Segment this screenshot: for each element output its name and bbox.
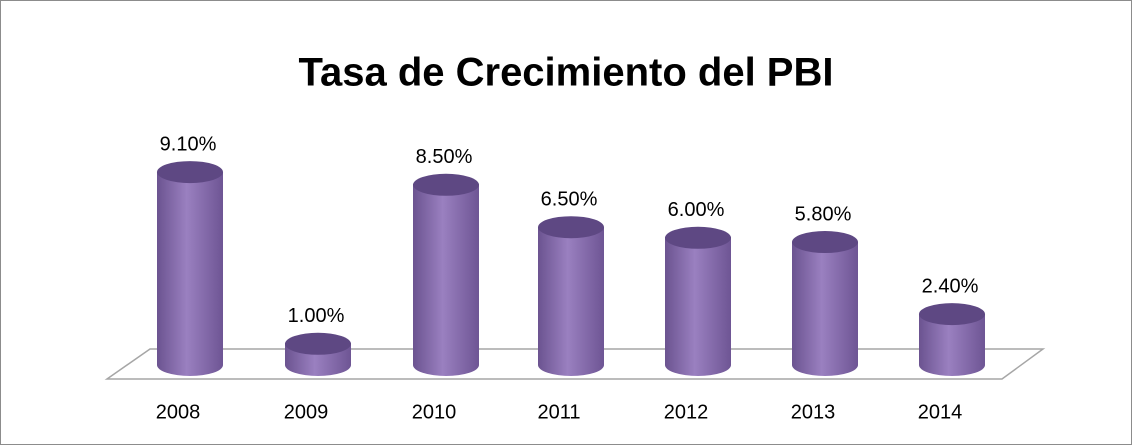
value-label: 6.00% (668, 199, 725, 221)
bar-top (157, 161, 223, 184)
x-tick-label: 2011 (537, 401, 580, 423)
bar-top (665, 226, 731, 249)
bar (413, 184, 479, 376)
bar-top (538, 216, 604, 239)
bar (919, 314, 985, 376)
bar-top (919, 303, 985, 326)
bar-top (792, 231, 858, 254)
bar-top (413, 173, 479, 196)
value-label: 9.10% (160, 133, 217, 155)
bar-top (285, 332, 351, 355)
value-label: 1.00% (288, 305, 345, 327)
bar (157, 172, 223, 376)
bar (665, 237, 731, 376)
x-tick-label: 2009 (284, 401, 329, 423)
value-label: 6.50% (541, 188, 598, 210)
value-label: 8.50% (416, 146, 473, 168)
value-label: 2.40% (922, 275, 979, 297)
value-label: 5.80% (795, 203, 852, 225)
x-tick-label: 2008 (156, 401, 201, 423)
x-tick-label: 2013 (791, 401, 836, 423)
x-tick-label: 2014 (918, 401, 963, 423)
x-tick-label: 2012 (664, 401, 709, 423)
bar (538, 227, 604, 376)
chart-title: Tasa de Crecimiento del PBI (299, 51, 834, 95)
x-tick-label: 2010 (412, 401, 457, 423)
bar (792, 242, 858, 376)
